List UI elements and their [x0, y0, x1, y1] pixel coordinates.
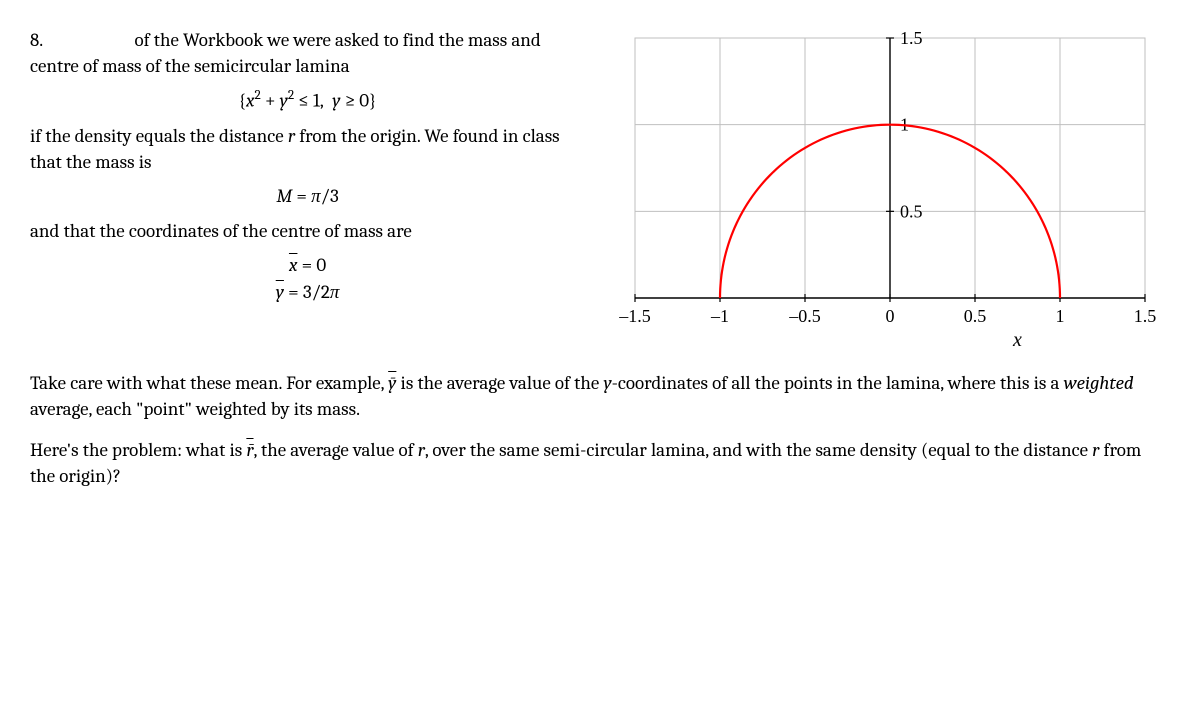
svg-text:1.5: 1.5 — [1134, 306, 1157, 326]
explain-d: average, each "point" weighted by its ma… — [30, 398, 360, 420]
explain-c: -coordinates of all the points in the la… — [612, 372, 1064, 394]
question-c: , over the same semi-circular lamina, an… — [425, 439, 1092, 461]
svg-text:1: 1 — [1056, 306, 1065, 326]
semicircle-chart: –1.5–1–0.500.511.50.511.5x — [585, 28, 1165, 348]
centre-text: and that the coordinates of the centre o… — [30, 219, 585, 245]
explain-b: is the average value of the — [396, 372, 603, 394]
question-a: Here's the problem: what is — [30, 439, 246, 461]
explain-a: Take care with what these mean. For exam… — [30, 372, 388, 394]
question-b: , the average value of — [254, 439, 418, 461]
svg-text:0.5: 0.5 — [900, 201, 923, 221]
problem-number: 8. — [30, 29, 43, 51]
problem-text-column: 8. of the Workbook we were asked to find… — [30, 28, 585, 316]
question-rbar: r̄ — [246, 439, 253, 461]
svg-text:1.5: 1.5 — [900, 28, 923, 48]
explain-weighted: weighted — [1064, 372, 1134, 394]
question-r: r — [418, 439, 425, 461]
svg-text:0.5: 0.5 — [964, 306, 987, 326]
explanation-section: Take care with what these mean. For exam… — [30, 371, 1170, 490]
svg-text:x: x — [1012, 329, 1022, 348]
xbar-equation: x = 0 — [30, 253, 585, 279]
chart-column: –1.5–1–0.500.511.50.511.5x — [585, 28, 1170, 353]
density-text-a: if the density equals the distance — [30, 125, 284, 147]
ybar-equation: y = 3/2π — [30, 280, 585, 306]
svg-text:–0.5: –0.5 — [788, 306, 821, 326]
explain-y: y — [603, 372, 611, 394]
svg-text:0: 0 — [886, 306, 895, 326]
set-definition: {x2 + y2 ≤ 1, y ≥ 0} — [30, 87, 585, 114]
svg-text:–1.5: –1.5 — [618, 306, 651, 326]
r-var: r — [288, 125, 295, 147]
svg-text:–1: –1 — [710, 306, 729, 326]
mass-equation: M = π/3 — [30, 184, 585, 210]
intro-text: of the Workbook we were asked to find th… — [30, 29, 541, 77]
